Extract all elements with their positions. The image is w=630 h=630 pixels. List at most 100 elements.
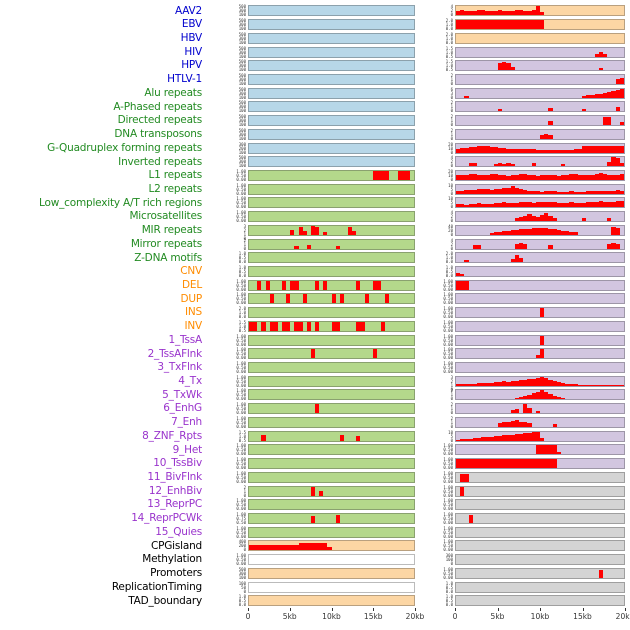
row-label: HIV [184, 45, 202, 58]
signal-bar [472, 190, 477, 194]
left-y-axis-ticks: 1.00 0.50 0.00 [205, 183, 248, 195]
y-tick-label: 1.00 [443, 470, 453, 476]
signal-bar [481, 459, 486, 469]
signal-bar [464, 280, 469, 290]
left-y-axis-ticks: 1.0 0.5 0.0 [205, 252, 248, 264]
left-y-axis-ticks: 500 300 100 [205, 73, 248, 85]
y-tick-label: 10 [448, 145, 453, 151]
x-axis-tick [331, 607, 333, 611]
y-tick-label: 0.00 [443, 492, 453, 498]
signal-bar [569, 191, 574, 194]
signal-bar [607, 243, 612, 249]
y-tick-label: 2 [450, 415, 453, 421]
signal-bar [477, 437, 482, 441]
y-tick-label: 0.5 [445, 598, 453, 604]
y-tick-label: 20 [448, 227, 453, 233]
y-tick-label: 0 [450, 108, 453, 114]
signal-bar [615, 227, 620, 235]
y-tick-label: 0.50 [443, 502, 453, 508]
y-tick-label: 500 [238, 18, 246, 24]
signal-bar [540, 149, 545, 153]
x-axis-right: 0 5kb 10kb 15kb 20kb [453, 607, 630, 626]
signal-bar [261, 435, 266, 441]
signal-bar [573, 149, 578, 153]
y-tick-label: 0 [450, 561, 453, 567]
signal-bar [315, 321, 320, 331]
track-plot-right [455, 567, 625, 579]
y-tick-label: 0 [450, 149, 453, 155]
y-tick-label: 0 [450, 396, 453, 402]
signal-bar [456, 203, 461, 208]
signal-bar [586, 146, 591, 153]
signal-bar [315, 280, 320, 290]
signal-bar [548, 459, 553, 469]
track-plot-left [248, 19, 415, 31]
y-tick-label: 0.00 [443, 341, 453, 347]
signal-bar [468, 163, 473, 167]
signal-bar [573, 384, 578, 386]
signal-bar [519, 257, 524, 263]
signal-bar [540, 12, 545, 16]
signal-bar [481, 20, 486, 30]
signal-bar [489, 189, 494, 194]
signal-bar [552, 150, 557, 153]
signal-bar [477, 20, 482, 30]
y-tick-label: 300 [238, 570, 246, 576]
signal-bar [544, 191, 549, 194]
signal-bar [523, 202, 528, 208]
signal-bar [472, 203, 477, 208]
signal-bar [472, 438, 477, 441]
signal-bar [561, 163, 566, 167]
x-axis-tick [415, 607, 416, 611]
row-label: Low_complexity A/T rich regions [39, 196, 202, 209]
track-plot-right [455, 389, 625, 401]
left-y-axis-ticks: 1.00 0.50 0.00 [205, 444, 248, 456]
signal-bar [401, 170, 406, 180]
signal-bar [594, 173, 599, 180]
signal-bar [523, 395, 528, 400]
row-label: CNV [180, 265, 202, 278]
y-tick-label: 0.50 [443, 529, 453, 535]
signal-bar [523, 190, 528, 194]
signal-bar [460, 280, 465, 290]
y-tick-label: 1.00 [443, 498, 453, 504]
signal-bar [356, 280, 361, 290]
y-tick-label: 6 [450, 86, 453, 92]
signal-bar [619, 384, 624, 386]
x-axis-tick [540, 607, 541, 611]
signal-bar [510, 230, 515, 235]
signal-bar [535, 354, 540, 359]
signal-bar [619, 174, 624, 180]
signal-bar [590, 174, 595, 180]
track-plot-right [455, 183, 625, 195]
track-plot-right [455, 266, 625, 278]
track-plot-left [248, 554, 415, 566]
y-tick-label: 500 [238, 155, 246, 161]
signal-bar [577, 203, 582, 208]
y-tick-label: 300 [238, 49, 246, 55]
track-row: INV 1.5 1.0 0.5 1.00 0.50 0.00 [0, 320, 630, 334]
track-row: A-Phased repeats 500 300 100 2 1 0 [0, 100, 630, 114]
signal-bar [569, 174, 574, 180]
track-plot-right [455, 526, 625, 538]
signal-bar [498, 20, 503, 30]
track-plot-left [248, 211, 415, 223]
y-tick-label: 1.00 [443, 457, 453, 463]
y-tick-label: 10 [448, 429, 453, 435]
track-plot-left [248, 142, 415, 154]
signal-bar [460, 487, 465, 496]
y-tick-label: 1.00 [236, 470, 246, 476]
signal-bar [468, 383, 473, 386]
signal-bar [510, 148, 515, 153]
signal-bar [540, 308, 545, 318]
y-tick-label: 0.00 [236, 286, 246, 292]
y-tick-label: 1.00 [443, 525, 453, 531]
y-tick-label: 1.0 [445, 580, 453, 586]
signal-bar [615, 146, 620, 153]
signal-bar [552, 381, 557, 386]
